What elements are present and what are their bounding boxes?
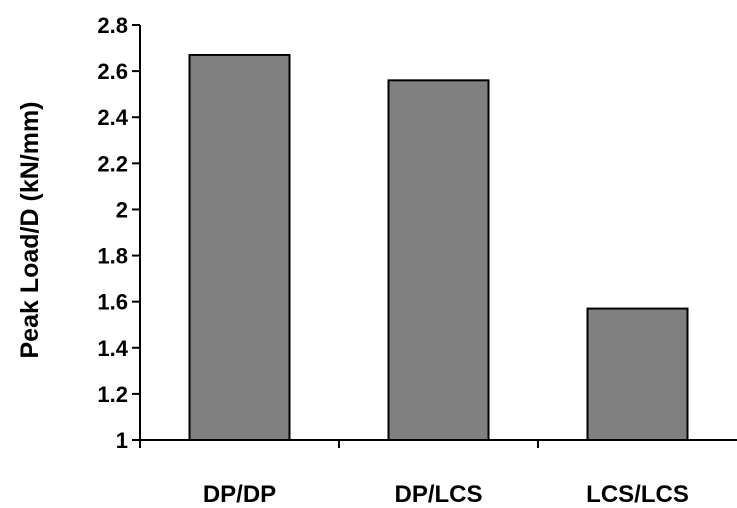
y-tick-label: 1.8 bbox=[97, 244, 128, 269]
x-category-label: DP/LCS bbox=[394, 481, 482, 508]
x-category-label: LCS/LCS bbox=[586, 481, 689, 508]
y-ticks-group: 1 1.2 1.4 1.6 1.8 2 2.2 2.4 2.6 2.8 bbox=[97, 13, 140, 453]
bar-lcs-lcs bbox=[586, 307, 689, 442]
bars-group bbox=[188, 53, 689, 442]
y-tick-label: 1 bbox=[116, 428, 128, 453]
axes-group bbox=[139, 25, 737, 441]
y-tick-label: 2 bbox=[116, 197, 128, 222]
bar-dp-dp bbox=[188, 53, 291, 441]
y-tick-label: 2.8 bbox=[97, 13, 128, 38]
y-tick-label: 1.2 bbox=[97, 382, 128, 407]
y-tick-label: 2.4 bbox=[97, 105, 128, 130]
y-tick-label: 1.6 bbox=[97, 290, 128, 315]
y-tick-label: 2.2 bbox=[97, 151, 128, 176]
y-tick-label: 1.4 bbox=[97, 336, 128, 361]
y-tick-label: 2.6 bbox=[97, 59, 128, 84]
x-ticks-group: DP/DP DP/LCS LCS/LCS bbox=[139, 440, 689, 508]
x-category-label: DP/DP bbox=[203, 481, 276, 508]
bar-dp-lcs bbox=[387, 79, 490, 441]
y-axis-title: Peak Load/D (kN/mm) bbox=[16, 101, 44, 358]
